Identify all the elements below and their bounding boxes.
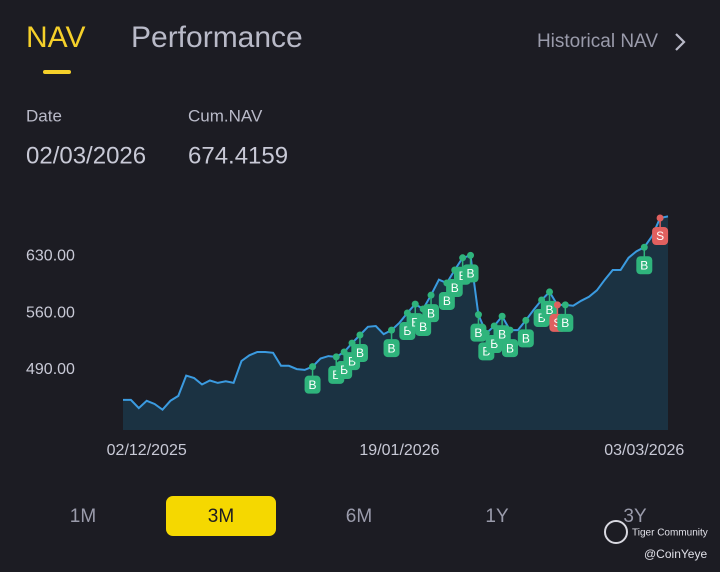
trade-label: B [467,267,475,281]
trade-label: B [356,346,364,360]
trade-badge[interactable] [517,329,534,348]
nav-label: Cum.NAV [188,106,263,125]
trade-badge[interactable] [415,317,432,336]
trade-point [467,251,475,259]
trade-point [656,214,664,222]
trade-badge[interactable] [423,304,440,323]
trade-point [427,291,435,299]
trade-point [561,301,569,309]
y-tick-label: 490.00 [26,361,75,378]
trade-label: B [561,316,569,330]
trade-label: B [474,326,482,340]
nav-value: 674.4159 [188,142,288,169]
watermark-handle: @CoinYeye [644,547,707,561]
watermark-brand: Tiger Community [632,528,708,539]
trade-point [640,243,648,251]
trade-point [553,301,561,309]
nav-line [123,215,669,412]
date-value: 02/03/2026 [26,142,146,169]
trade-point [332,353,340,361]
y-tick-label: 560.00 [26,304,75,321]
trade-label: B [427,306,435,320]
chevron[interactable] [675,33,686,51]
trade-label: B [538,311,546,325]
nav-area [123,216,668,430]
trade-label: S [656,229,664,243]
trade-point [309,363,317,371]
trade-badge[interactable] [304,375,321,394]
trade-label: B [546,303,554,317]
trade-point [356,331,364,339]
trade-label: B [388,341,396,355]
date-label: Date [26,106,62,125]
range-button[interactable]: 3M [208,506,234,527]
trade-badge[interactable] [351,343,368,362]
range-button[interactable]: 1Y [485,506,509,527]
trade-point [498,312,506,320]
trade-point [388,326,396,334]
range-button[interactable]: 6M [346,506,372,527]
trade-label: B [490,337,498,351]
y-tick-label: 630.00 [26,247,75,264]
trade-label: B [522,332,530,346]
trade-point [459,254,467,262]
trade-label: B [498,327,506,341]
trade-badge[interactable] [502,339,519,358]
trade-label: B [482,345,490,359]
trade-label: B [340,363,348,377]
trade-badge[interactable] [383,339,400,358]
trade-label: B [451,281,459,295]
range-active-bg[interactable] [166,496,276,536]
trade-label: B [403,324,411,338]
trade-label: B [419,320,427,334]
trade-label: B [443,294,451,308]
tab-performance[interactable]: Performance [131,21,303,54]
tab-nav[interactable]: NAV [26,21,85,54]
historical-link[interactable]: Historical NAV [537,31,658,52]
x-tick-label: 19/01/2026 [359,442,439,459]
x-tick-label: 02/12/2025 [107,442,187,459]
trade-label: B [309,378,317,392]
trade-point [506,326,514,334]
trade-label: B [506,341,514,355]
trade-point [546,288,554,296]
range-button[interactable]: 1M [70,506,96,527]
trade-badge[interactable] [470,323,487,342]
trade-badge[interactable] [636,256,653,275]
trade-point [474,311,482,319]
chart: 490.00 560.00 630.00 02/12/2025 19/01/2026 03… [26,214,684,459]
tab-underline [43,70,71,74]
trade-label: B [348,354,356,368]
trade-point [411,300,419,308]
range-button[interactable]: 3Y [623,506,647,527]
trade-badge[interactable] [652,226,669,245]
trade-badge[interactable] [462,264,479,283]
trade-badge[interactable] [494,325,511,344]
x-tick-label: 03/03/2026 [604,442,684,459]
trade-badge[interactable] [557,313,574,332]
trade-label: B [640,258,648,272]
watermark-logo [604,520,628,544]
trade-point [522,316,530,324]
trade-point [482,329,490,337]
range-selector: 1M 3M 6M 1Y 3Y [70,506,647,527]
